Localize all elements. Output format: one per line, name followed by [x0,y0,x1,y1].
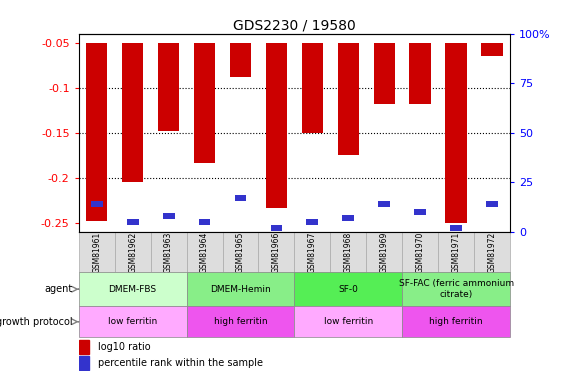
Text: low ferritin: low ferritin [324,317,373,326]
Bar [187,272,294,306]
Bar [486,201,498,207]
Title: GDS2230 / 19580: GDS2230 / 19580 [233,19,356,33]
Bar [415,209,426,215]
Bar [402,232,438,272]
Bar [294,272,402,306]
Bar [409,43,431,104]
Bar [474,232,510,272]
Text: percentile rank within the sample: percentile rank within the sample [98,358,263,368]
Bar [79,232,115,272]
Bar [194,43,215,162]
Bar [342,215,354,221]
Bar [307,219,318,225]
Bar [199,219,210,225]
Text: SF-0: SF-0 [338,285,359,294]
Bar [258,232,294,272]
Text: GSM81967: GSM81967 [308,231,317,273]
Bar [445,43,467,223]
Bar [402,306,510,337]
Bar [438,232,474,272]
Text: GSM81968: GSM81968 [344,231,353,273]
Bar [266,43,287,208]
Bar [450,225,462,231]
Text: GSM81962: GSM81962 [128,231,137,273]
Bar [122,43,143,182]
Bar [271,225,282,231]
Bar [187,306,294,337]
Bar [294,306,402,337]
Bar [338,43,359,155]
Text: GSM81971: GSM81971 [452,231,461,273]
Bar [402,272,510,306]
Text: DMEM-FBS: DMEM-FBS [108,285,157,294]
Bar [79,306,187,337]
Text: GSM81966: GSM81966 [272,231,281,273]
Bar [127,219,139,225]
Bar [163,213,174,219]
Bar [374,43,395,104]
Text: SF-FAC (ferric ammonium
citrate): SF-FAC (ferric ammonium citrate) [399,279,514,299]
Bar [331,232,366,272]
Text: high ferritin: high ferritin [214,317,267,326]
Bar [150,232,187,272]
Text: DMEM-Hemin: DMEM-Hemin [210,285,271,294]
Bar [79,356,90,369]
Bar [79,272,187,306]
Text: GSM81964: GSM81964 [200,231,209,273]
Text: agent: agent [45,284,73,294]
Bar [482,43,503,56]
Bar [115,232,150,272]
Bar [234,195,247,201]
Text: GSM81961: GSM81961 [92,231,101,273]
Bar [294,232,331,272]
Bar [79,340,90,354]
Text: GSM81972: GSM81972 [487,231,497,273]
Text: growth protocol: growth protocol [0,317,73,327]
Bar [223,232,258,272]
Text: GSM81969: GSM81969 [380,231,389,273]
Text: log10 ratio: log10 ratio [98,342,151,352]
Bar [301,43,323,133]
Bar [230,43,251,77]
Text: low ferritin: low ferritin [108,317,157,326]
Bar [158,43,180,131]
Bar [91,201,103,207]
Bar [366,232,402,272]
Text: GSM81970: GSM81970 [416,231,425,273]
Bar [86,43,107,221]
Text: GSM81963: GSM81963 [164,231,173,273]
Text: high ferritin: high ferritin [430,317,483,326]
Bar [378,201,390,207]
Text: GSM81965: GSM81965 [236,231,245,273]
Bar [187,232,223,272]
